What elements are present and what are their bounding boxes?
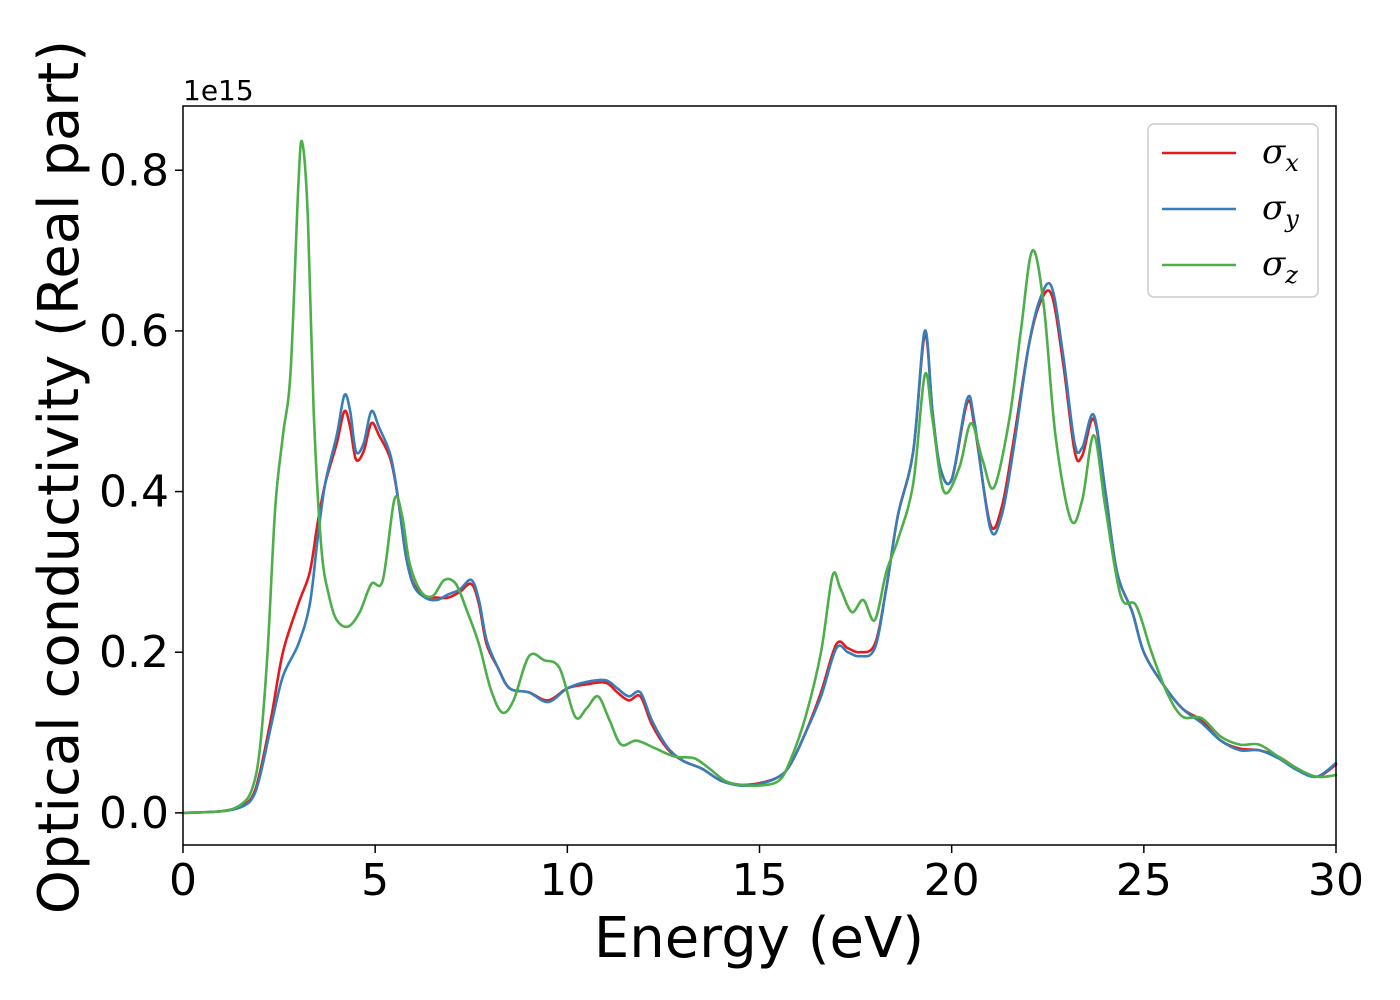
series-line-z bbox=[181, 139, 1338, 815]
y-tick-label: 0.0 bbox=[99, 788, 169, 839]
x-tick-label: 0 bbox=[169, 855, 197, 906]
x-tick-label: 10 bbox=[539, 855, 595, 906]
legend-box bbox=[1147, 123, 1319, 298]
series-layer bbox=[181, 139, 1338, 815]
x-tick-label: 25 bbox=[1116, 855, 1172, 906]
x-tick-label: 15 bbox=[732, 855, 788, 906]
legend: σx σy σz bbox=[1147, 123, 1319, 298]
legend-label-z: σz bbox=[1262, 244, 1298, 289]
x-axis-title: Energy (eV) bbox=[594, 906, 924, 971]
y-tick-label: 0.6 bbox=[99, 306, 169, 357]
y-offset-text: 1e15 bbox=[183, 74, 254, 107]
x-tick-label: 5 bbox=[361, 855, 389, 906]
y-axis-title: Optical conductivity (Real part) bbox=[27, 40, 92, 914]
y-tick-label: 0.8 bbox=[99, 145, 169, 196]
legend-label-y: σy bbox=[1262, 188, 1299, 233]
x-axis: 0 5 10 15 20 25 30 bbox=[169, 845, 1364, 906]
x-tick-label: 30 bbox=[1308, 855, 1364, 906]
y-tick-label: 0.4 bbox=[99, 467, 169, 518]
y-tick-label: 0.2 bbox=[99, 627, 169, 678]
y-axis: 0.0 0.2 0.4 0.6 0.8 bbox=[99, 145, 183, 839]
legend-label-x: σx bbox=[1262, 132, 1299, 177]
x-tick-label: 20 bbox=[924, 855, 980, 906]
